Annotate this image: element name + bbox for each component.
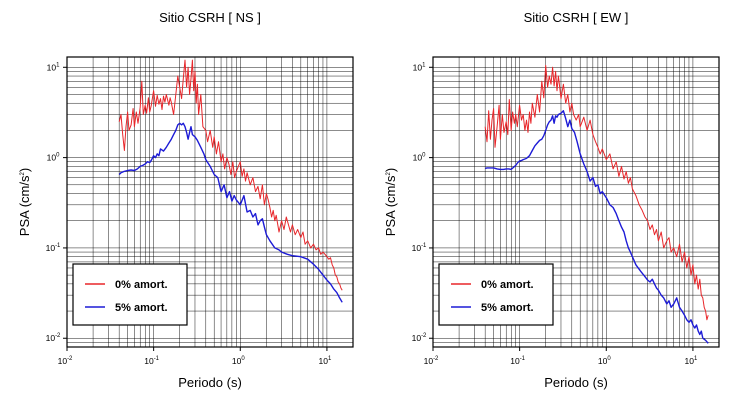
- chart-title: Sitio CSRH [ EW ]: [524, 10, 629, 25]
- y-tick-label: 101: [47, 62, 60, 72]
- plot-frame: [432, 56, 720, 348]
- y-axis-label: PSA (cm/s2): [17, 168, 32, 236]
- y-tick-label: 100: [413, 153, 426, 163]
- y-tick-label: 10-2: [46, 333, 61, 343]
- legend-label: 5% amort.: [481, 302, 534, 314]
- legend-box: [72, 263, 188, 326]
- x-tick-label: 10-1: [144, 356, 159, 366]
- legend-label: 0% amort.: [115, 279, 168, 291]
- panel-ew: 10-2 10-1 100 101 10-2 10-1 100 101 Sitio CSRH […: [383, 10, 720, 390]
- x-axis-label: Periodo (s): [178, 375, 242, 390]
- x-axis-label: Periodo (s): [544, 375, 608, 390]
- y-tick-label: 100: [47, 153, 60, 163]
- plot-frame: [66, 56, 354, 348]
- legend-label: 5% amort.: [115, 302, 168, 314]
- x-tick-label: 10-1: [510, 356, 525, 366]
- y-tick-label: 101: [413, 62, 426, 72]
- series-line-0-amort: [118, 59, 343, 291]
- legend-box: [438, 263, 554, 326]
- series-line-5-amort: [485, 110, 709, 344]
- y-tick-label: 10-1: [46, 243, 61, 253]
- legend: 0% amort. 5% amort.: [438, 263, 554, 326]
- x-tick-label: 10-2: [424, 356, 439, 366]
- chart-title: Sitio CSRH [ NS ]: [159, 10, 261, 25]
- x-tick-label: 101: [319, 356, 332, 366]
- x-tick-label: 100: [598, 356, 611, 366]
- legend-label: 0% amort.: [481, 279, 534, 291]
- x-tick-label: 100: [232, 356, 245, 366]
- y-tick-label: 10-1: [412, 243, 427, 253]
- y-tick-label: 10-2: [412, 333, 427, 343]
- series-line-0-amort: [484, 64, 709, 321]
- series-line-5-amort: [118, 122, 343, 303]
- y-axis-label: PSA (cm/s2): [383, 168, 398, 236]
- x-tick-label: 10-2: [58, 356, 73, 366]
- panel-ns: 10-2 10-1 100 101 10-2 10-1 100 101 Sitio CSRH […: [17, 10, 354, 390]
- legend: 0% amort. 5% amort.: [72, 263, 188, 326]
- x-tick-label: 101: [685, 356, 698, 366]
